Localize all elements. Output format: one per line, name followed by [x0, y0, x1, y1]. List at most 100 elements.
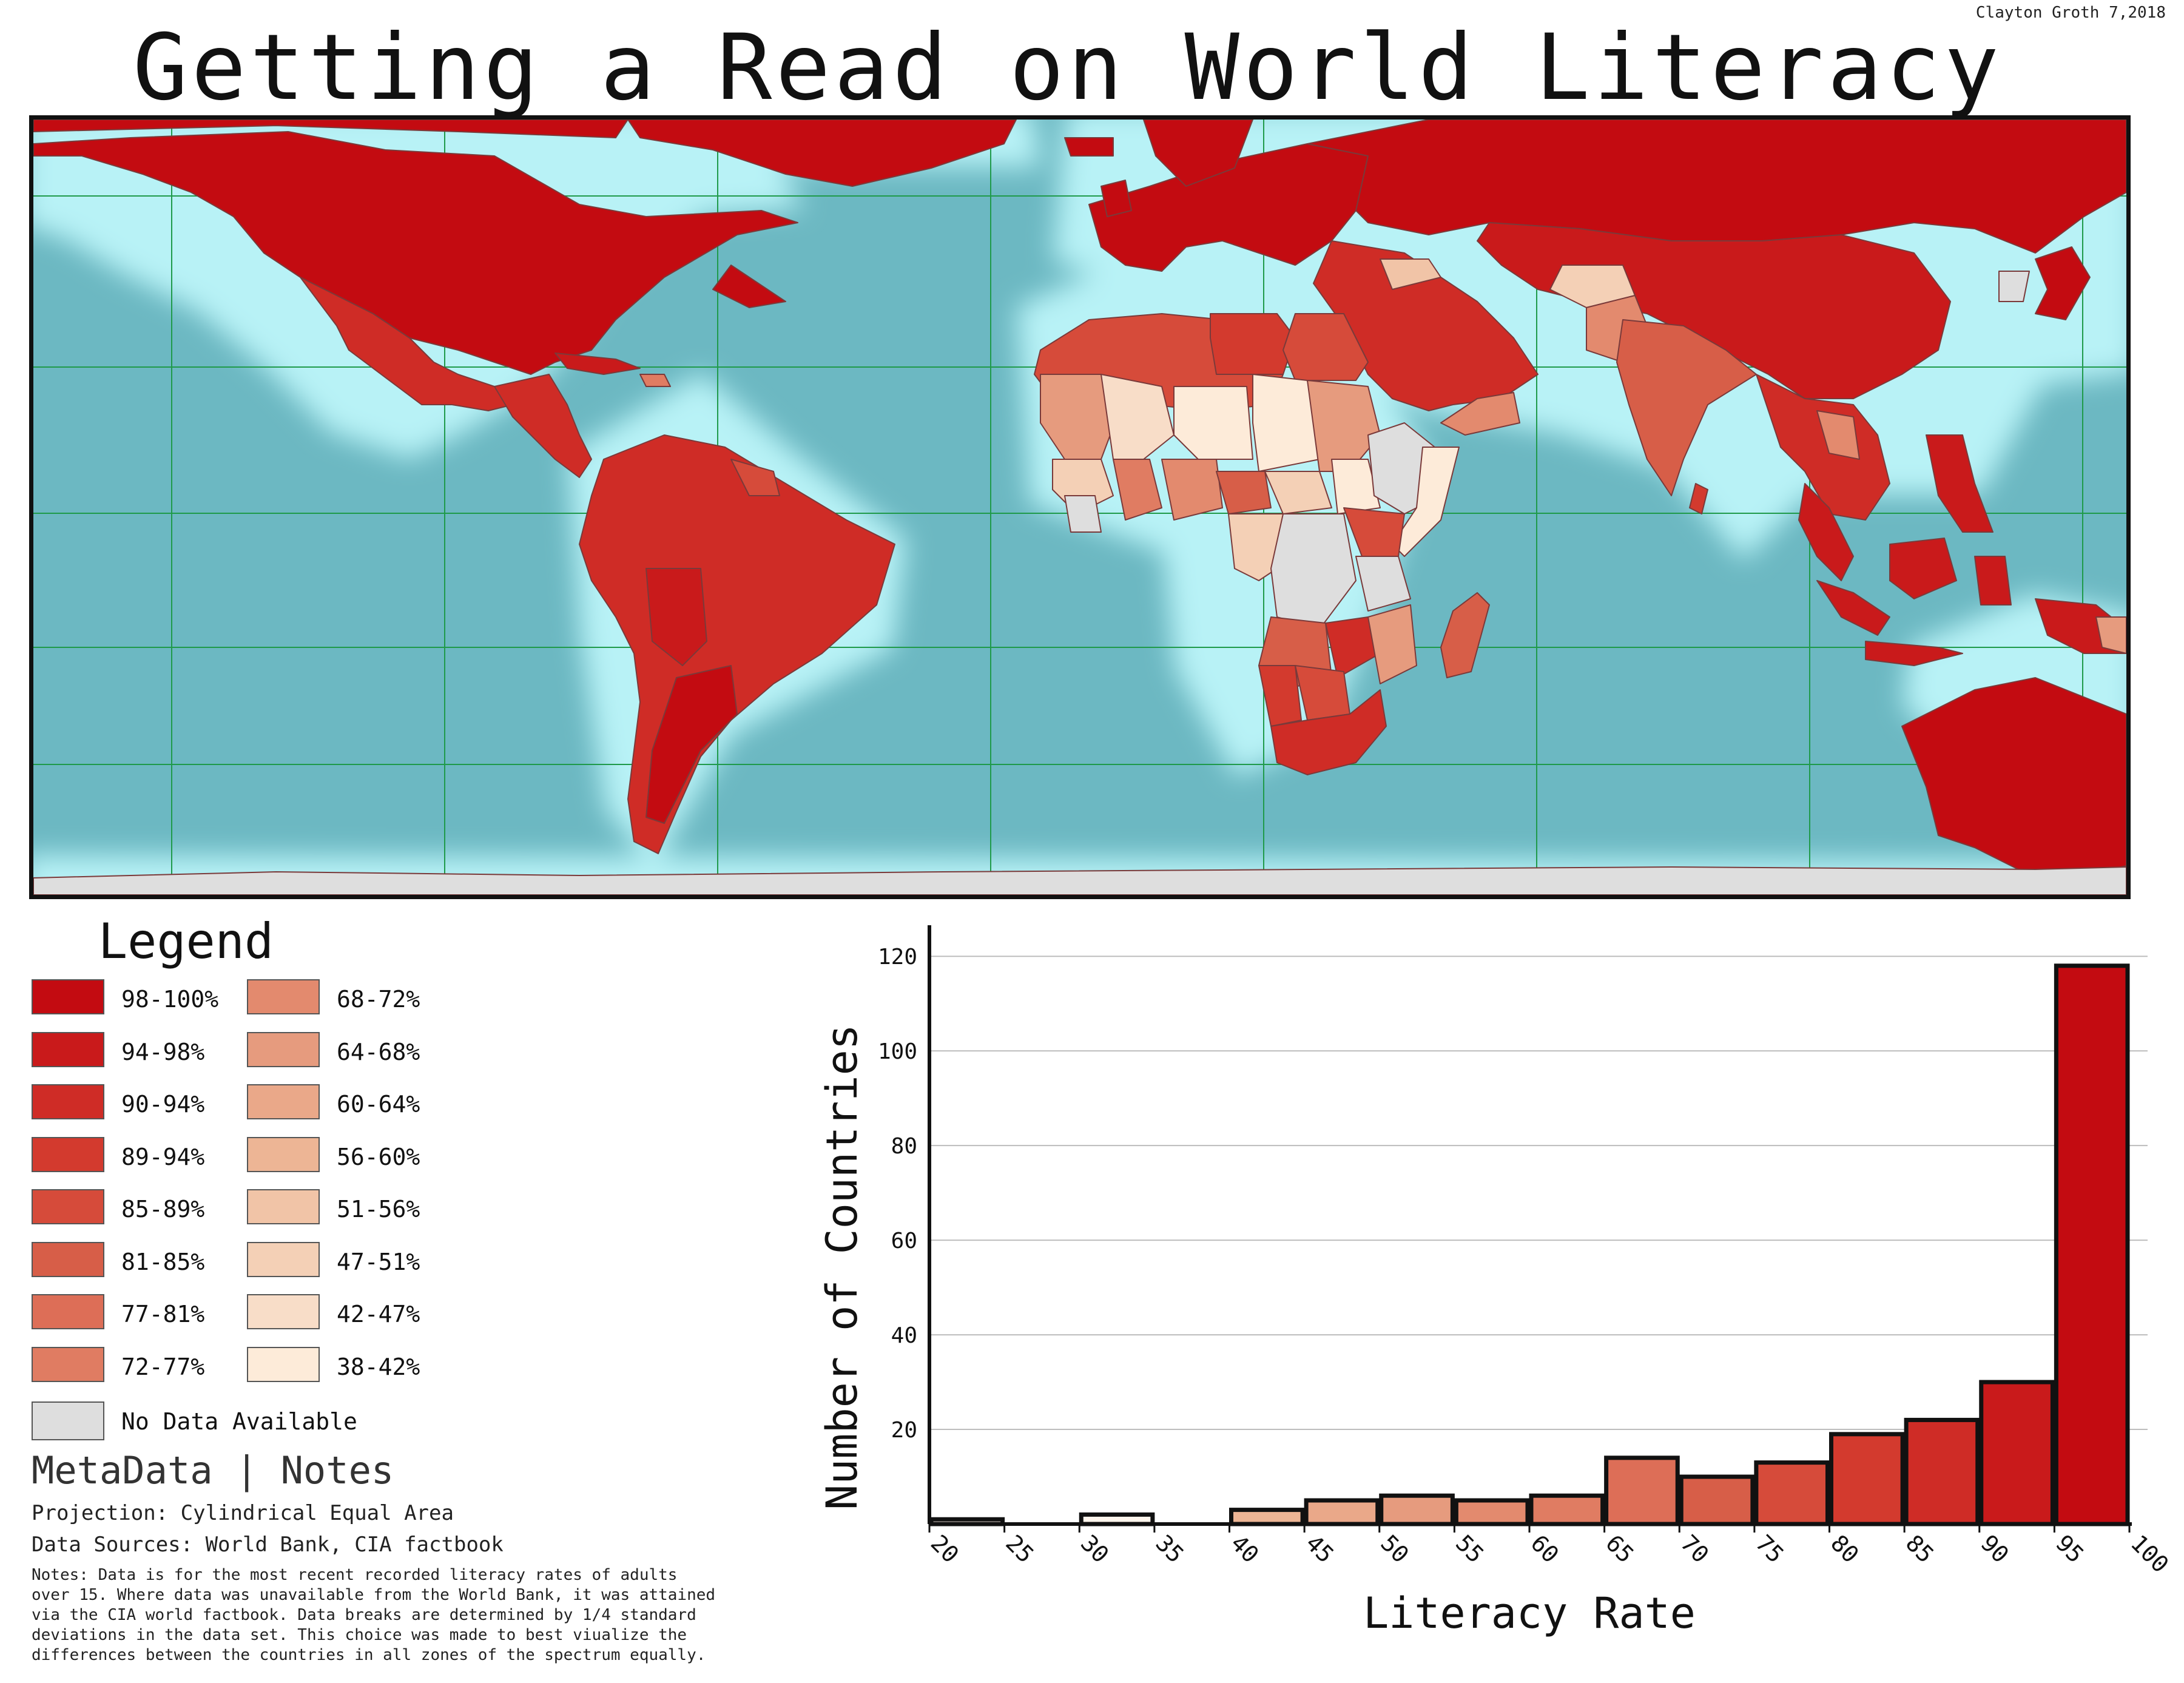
malaysia: [1798, 483, 1854, 581]
notes: Notes: Data is for the most recent recor…: [32, 1565, 881, 1665]
histogram-bar: [1829, 1432, 1905, 1526]
ghana-ivory-coast: [1113, 459, 1162, 521]
x-tick-label: 90: [1975, 1530, 2014, 1568]
legend-swatch: [32, 1136, 104, 1172]
countries: [33, 120, 2126, 895]
papua-new-guinea: [2095, 616, 2126, 654]
madagascar: [1440, 592, 1490, 678]
syria-iraq: [1380, 258, 1441, 290]
legend-swatch: [32, 1031, 104, 1067]
histogram-bar: [2054, 963, 2130, 1526]
x-tick-label: 100: [2126, 1530, 2174, 1578]
sumatra: [1816, 580, 1890, 636]
liberia: [1064, 495, 1102, 533]
histogram-bar: [1304, 1498, 1380, 1526]
tanzania: [1355, 556, 1411, 612]
legend-swatch: [32, 1346, 104, 1382]
legend-swatch: [32, 1189, 104, 1224]
legend-label: 68-72%: [337, 986, 420, 1013]
south-africa: [1270, 689, 1387, 775]
metadata-title: MetaData | Notes: [32, 1448, 394, 1492]
legend-swatch: [247, 1136, 320, 1172]
notes-line: over 15. Where data was unavailable from…: [32, 1586, 716, 1604]
somalia: [1392, 447, 1460, 557]
niger: [1173, 386, 1253, 460]
y-tick-label: 40: [891, 1323, 917, 1348]
projection-text: Projection: Cylindrical Equal Area: [32, 1501, 454, 1525]
x-tick-label: 65: [1600, 1530, 1639, 1568]
notes-line: Notes: Data is for the most recent recor…: [32, 1566, 678, 1584]
legend-swatch: [32, 1401, 104, 1440]
legend-label: 51-56%: [337, 1196, 420, 1223]
legend-swatch: [247, 1346, 320, 1382]
namibia: [1258, 665, 1302, 727]
y-tick-label: 80: [891, 1134, 917, 1159]
histogram-svg: 20 40 60 80 100 120 20 25 30 35 40 45 50 55 60 65 70 75 80…: [817, 925, 2174, 1638]
nigeria: [1161, 459, 1223, 521]
data-sources-text: Data Sources: World Bank, CIA factbook: [32, 1533, 504, 1557]
x-tick-label: 35: [1151, 1530, 1189, 1568]
libya: [1210, 313, 1296, 375]
java: [1865, 641, 1963, 666]
legend-swatch: [247, 1241, 320, 1277]
legend-label: 60-64%: [337, 1091, 420, 1118]
greenland: [627, 120, 1017, 187]
legend-label: 81-85%: [121, 1248, 205, 1275]
legend-label: 98-100%: [121, 986, 219, 1013]
author-credit: Clayton Groth 7,2018: [1975, 4, 2166, 22]
x-tick-label: 50: [1375, 1530, 1414, 1568]
sudan: [1307, 380, 1381, 472]
iceland: [1064, 137, 1114, 157]
car: [1264, 471, 1332, 514]
north-korea: [1998, 271, 2030, 302]
x-tick-label: 30: [1076, 1530, 1114, 1568]
borneo: [1889, 538, 1957, 599]
philippines: [1926, 434, 1994, 533]
legend-label: 89-94%: [121, 1143, 205, 1170]
uk: [1100, 180, 1132, 217]
legend-label: 47-51%: [337, 1248, 420, 1275]
antarctica: [33, 866, 2126, 895]
central-america: [494, 374, 592, 478]
legend-label: No Data Available: [121, 1408, 357, 1435]
x-tick-label: 55: [1451, 1530, 1489, 1568]
japan: [2035, 246, 2091, 320]
south-sudan: [1331, 459, 1381, 514]
histogram-bar: [1229, 1508, 1305, 1526]
x-tick-label: 45: [1301, 1530, 1339, 1568]
y-axis-label: Number of Countries: [817, 1024, 867, 1510]
chad: [1252, 374, 1320, 472]
histogram-bar: [1979, 1380, 2055, 1526]
histogram-bar: [1529, 1493, 1605, 1526]
southeast-asia: [1756, 374, 1890, 521]
x-tick-label: 80: [1825, 1530, 1864, 1568]
argentina: [645, 665, 738, 824]
histogram-bar: [1379, 1493, 1455, 1526]
legend-label: 77-81%: [121, 1301, 205, 1327]
y-tick-label: 120: [878, 945, 917, 970]
x-tick-label: 85: [1901, 1530, 1939, 1568]
legend-swatch: [32, 979, 104, 1014]
haiti: [639, 374, 671, 387]
y-tick-label: 60: [891, 1229, 917, 1253]
x-tick-label: 75: [1751, 1530, 1789, 1568]
legend-swatch: [247, 979, 320, 1014]
sulawesi: [1974, 556, 2012, 605]
guyana: [730, 459, 780, 496]
legend-label: 72-77%: [121, 1353, 205, 1380]
histogram: 20 40 60 80 100 120 20 25 30 35 40 45 50 55 60 65 70 75 80…: [801, 913, 2178, 1665]
y-tick-label: 100: [878, 1039, 917, 1064]
arctic-islands: [33, 120, 629, 138]
x-tick-label: 95: [2051, 1530, 2089, 1568]
sri-lanka: [1689, 483, 1708, 514]
notes-line: via the CIA world factbook. Data breaks …: [32, 1606, 696, 1624]
legend-label: 56-60%: [337, 1143, 420, 1170]
mozambique: [1367, 604, 1417, 684]
cameroon: [1216, 471, 1272, 514]
egypt: [1282, 313, 1369, 381]
europe: [1088, 143, 1369, 272]
north-america: [33, 131, 798, 375]
legend-swatch: [247, 1294, 320, 1329]
mali: [1100, 374, 1175, 460]
